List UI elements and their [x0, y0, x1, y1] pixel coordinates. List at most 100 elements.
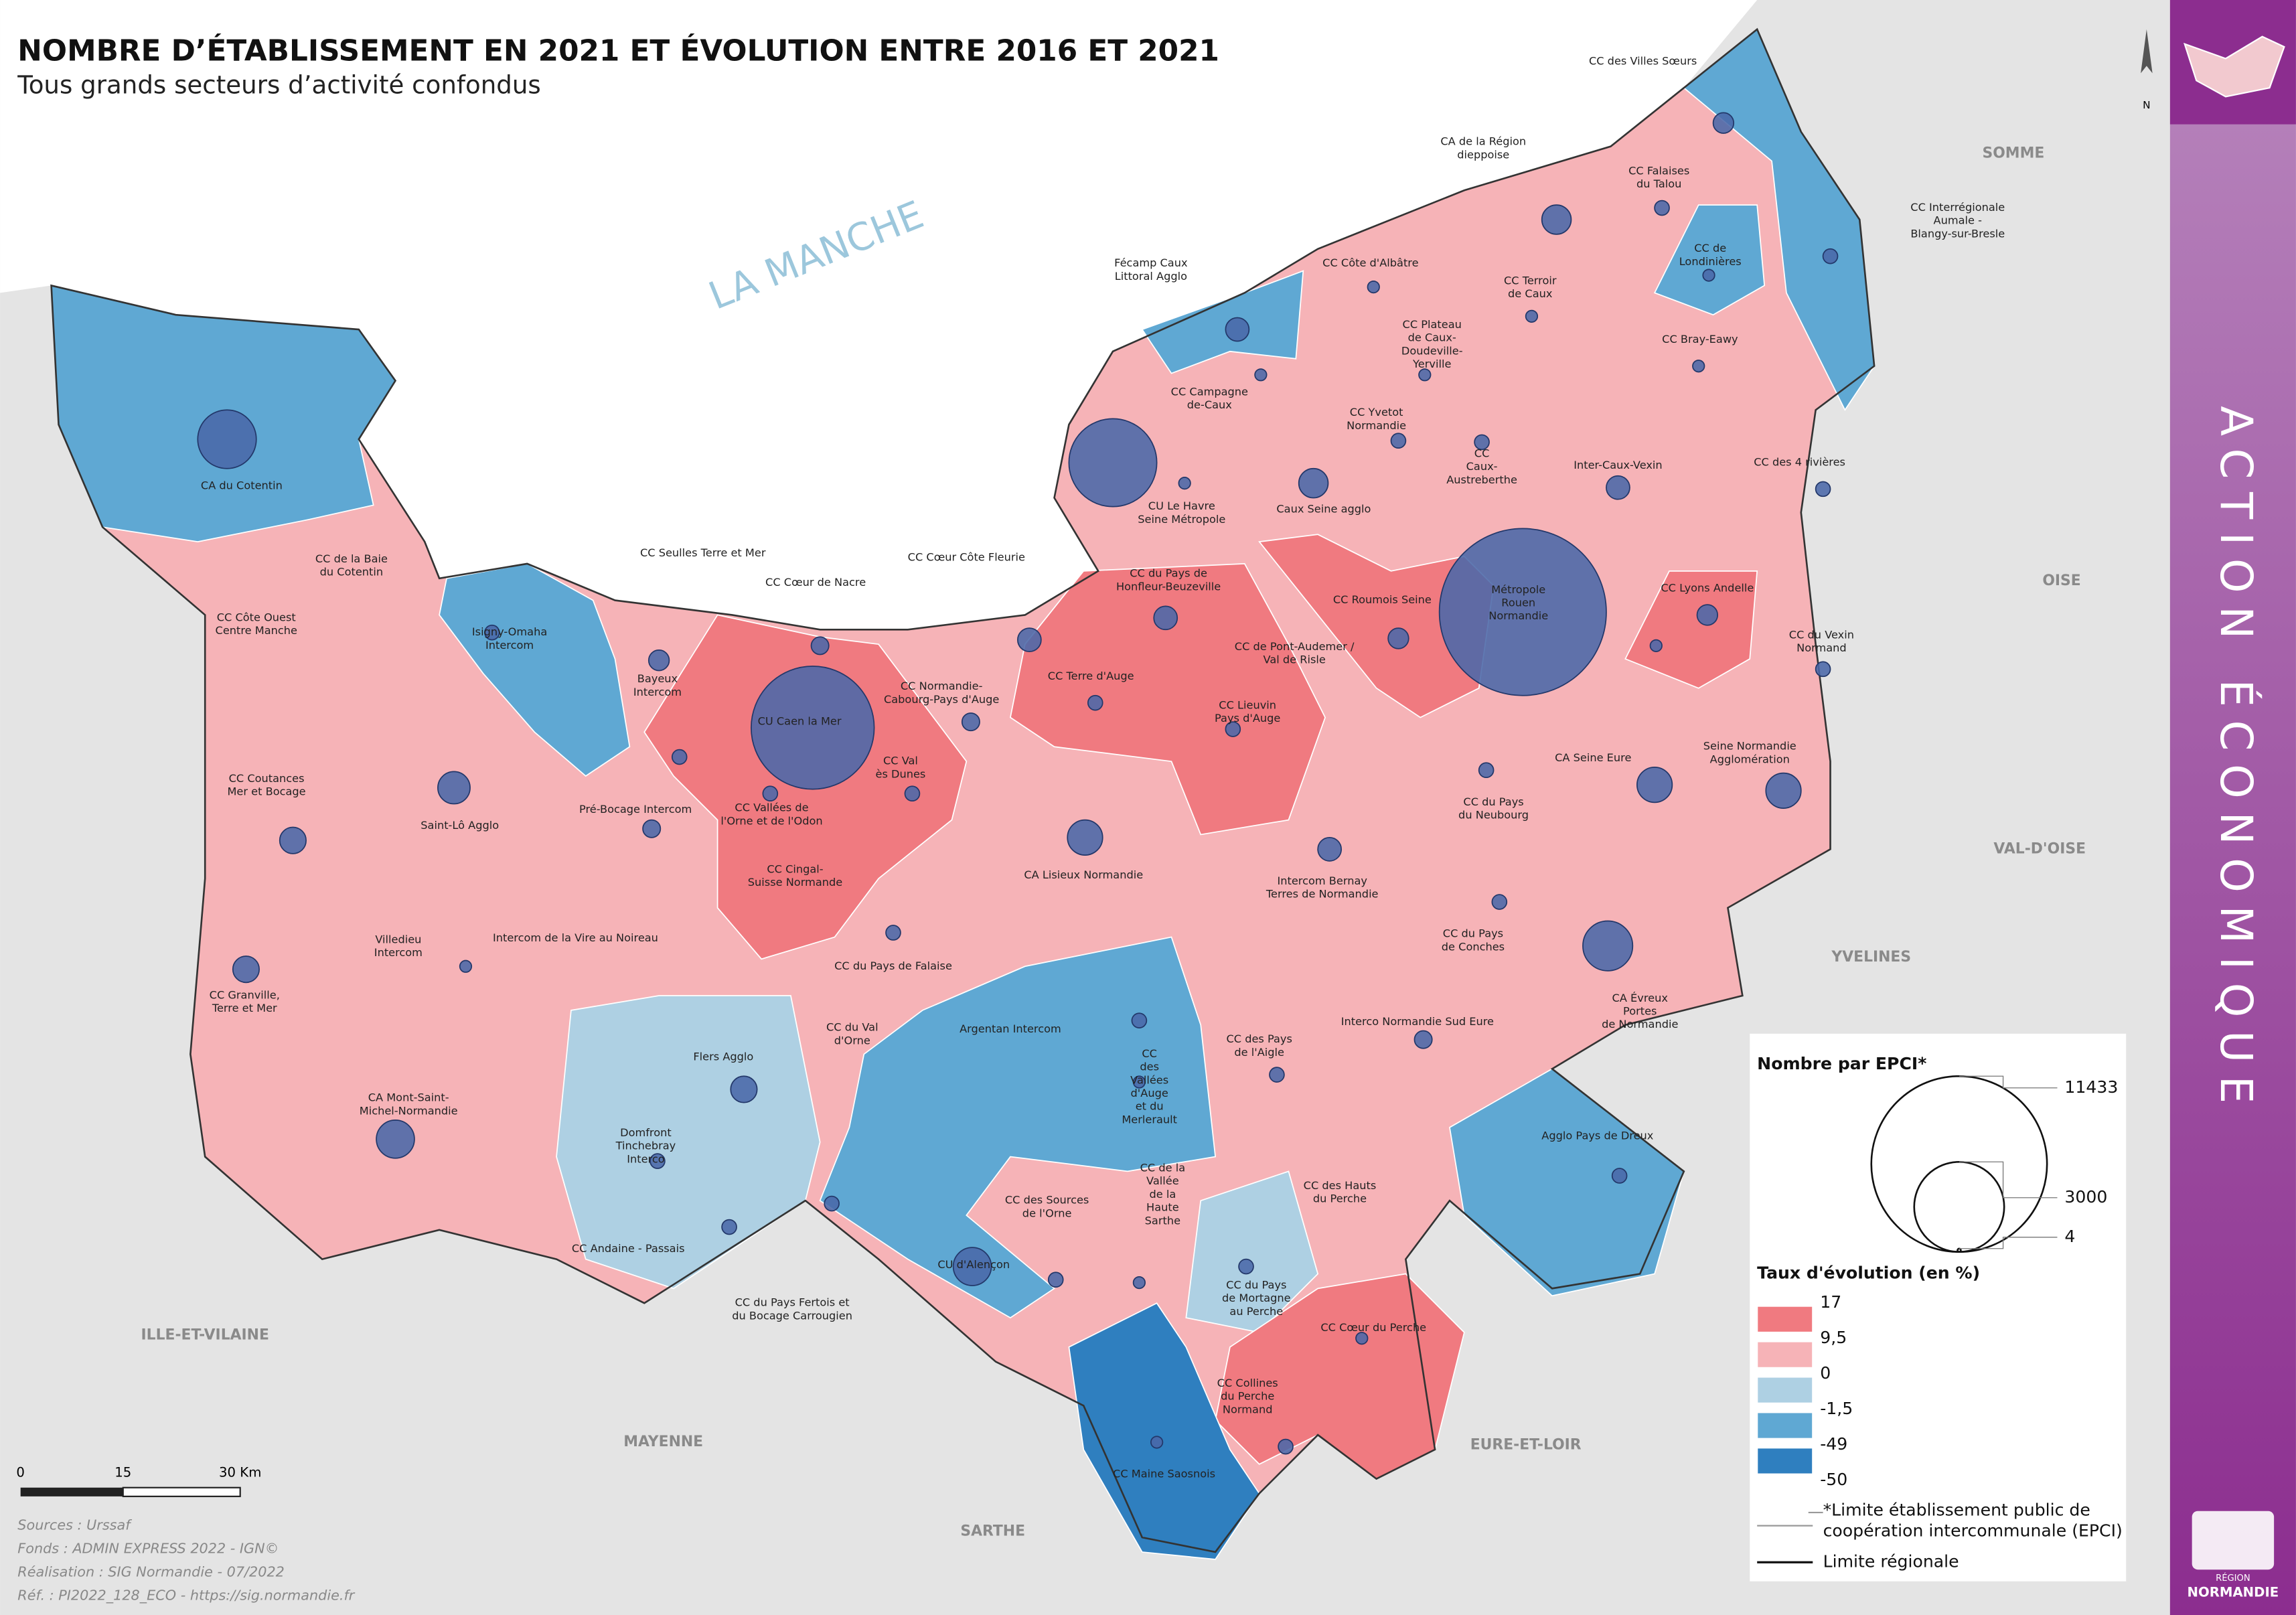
scale-label: 30 Km — [219, 1464, 261, 1480]
epci-label: Intercom — [374, 946, 423, 959]
bubble — [1132, 1075, 1146, 1089]
epci-label: de Mortagne — [1222, 1292, 1291, 1304]
neighbor-label: OISE — [2042, 572, 2080, 589]
bubble — [1765, 772, 1802, 809]
epci-label: Terres de Normandie — [1266, 888, 1379, 901]
logo-text: NORMANDIE — [2188, 1585, 2279, 1600]
epci-label: ès Dunes — [876, 767, 926, 780]
epci-label: CC des Villes Sœurs — [1589, 54, 1697, 67]
epci-label: CC du Pays de — [1130, 567, 1207, 580]
epci-label: l'Orne et de l'Odon — [720, 814, 822, 827]
bubble — [1815, 661, 1831, 678]
bubble — [279, 826, 307, 854]
legend-rate-label: -50 — [1820, 1470, 1847, 1489]
epci-label: Argentan Intercom — [960, 1022, 1061, 1035]
epci-label: CC des Pays — [1226, 1032, 1292, 1045]
epci-label: Caux- — [1466, 460, 1498, 473]
epci-label: Terre et Mer — [212, 1002, 277, 1014]
neighbor-label: SOMME — [1982, 145, 2044, 162]
epci-label: Val de Risle — [1264, 653, 1326, 666]
legend-size-label: 3000 — [2064, 1187, 2107, 1207]
epci-label: du Cotentin — [320, 566, 383, 579]
side-panel — [2169, 124, 2296, 1615]
epci-label: Blangy-sur-Bresle — [1910, 227, 2005, 240]
bubble — [1474, 434, 1490, 451]
epci-label: CC Normandie- — [901, 680, 983, 692]
epci-area — [1185, 1170, 1319, 1333]
bubble — [1017, 627, 1042, 652]
bubble — [1238, 1258, 1254, 1275]
bubble — [810, 636, 830, 656]
legend-rate-label: -49 — [1820, 1434, 1847, 1454]
legend-title: Taux d'évolution (en %) — [1757, 1263, 1980, 1282]
epci-label: Tinchebray — [615, 1140, 676, 1152]
epci-label: CC des Hauts — [1304, 1179, 1377, 1192]
legend-text: Limite régionale — [1823, 1551, 1959, 1571]
epci-label: CC Vallées de — [735, 801, 808, 814]
epci-label: CA du Cotentin — [201, 479, 283, 492]
epci-label: CA Mont-Saint- — [368, 1091, 449, 1104]
epci-label: Normand — [1223, 1403, 1273, 1415]
theme-label: ACTION ÉCONOMIQUE — [2210, 406, 2263, 1117]
bubble — [1478, 762, 1495, 779]
epci-label: Isigny-Omaha — [472, 625, 547, 638]
bubble — [730, 1075, 758, 1103]
north-arrow — [2141, 29, 2153, 74]
epci-label: Intercom de la Vire au Noireau — [493, 931, 658, 944]
epci-label: CC du Pays — [1463, 795, 1523, 808]
epci-label: CU Le Havre — [1148, 499, 1215, 512]
bubble — [1438, 528, 1607, 696]
bubble — [1225, 721, 1241, 737]
bubble — [1702, 268, 1715, 282]
bubble — [1815, 481, 1831, 497]
epci-label: Seine Métropole — [1138, 513, 1225, 526]
bubble — [1413, 1030, 1433, 1049]
epci-label: Rouen — [1501, 596, 1535, 609]
bubble — [1254, 368, 1268, 382]
bubble — [1225, 317, 1250, 342]
neighbor-label: EURE-ET-LOIR — [1470, 1436, 1582, 1453]
epci-label: CC de Pont-Audemer / — [1235, 640, 1355, 653]
bubble — [1491, 894, 1508, 910]
epci-area — [1009, 563, 1326, 836]
epci-label: Normand — [1796, 641, 1847, 654]
region-base — [51, 29, 1875, 1552]
bubble — [1696, 604, 1719, 626]
epci-label: CC Lieuvin — [1219, 699, 1276, 712]
bubble — [1636, 766, 1673, 803]
epci-label: CC Collines — [1217, 1377, 1278, 1389]
epci-label: CC Bray-Eawy — [1662, 333, 1738, 345]
epci-label: Centre Manche — [216, 624, 297, 637]
epci-area — [819, 936, 1217, 1319]
epci-label: Yerville — [1412, 358, 1451, 370]
epci-label: Bayeux — [637, 672, 678, 685]
bubble — [1269, 1067, 1285, 1083]
legend-swatch — [1756, 1376, 1814, 1404]
epci-label: de Normandie — [1602, 1018, 1678, 1030]
epci-label: du Bocage Carrougien — [732, 1309, 852, 1322]
epci-label: Sarthe — [1145, 1214, 1180, 1227]
epci-label: CU d'Alençon — [937, 1258, 1010, 1271]
epci-area — [1624, 570, 1758, 689]
bubble — [671, 749, 688, 765]
epci-label: CC du Pays — [1443, 927, 1503, 940]
epci-label: Austreberthe — [1446, 473, 1517, 486]
labels: CC des Villes Sœurs CA de la Régiondieppo… — [141, 54, 2086, 1539]
epci-label: Aumale - — [1934, 214, 1983, 227]
epci-label: Suisse Normande — [748, 876, 842, 889]
bubble — [961, 712, 980, 732]
leader-line — [1959, 1075, 2058, 1089]
leader-line — [1959, 1161, 2058, 1199]
bubble — [1153, 605, 1178, 631]
epci-label: du Talou — [1636, 177, 1681, 190]
legend-rate-label: 0 — [1820, 1363, 1831, 1383]
epci-label: CC Roumois Seine — [1333, 593, 1432, 606]
epci-label: du Perche — [1221, 1390, 1274, 1403]
epci-label: de Caux — [1508, 287, 1553, 300]
scale-bar — [20, 1487, 123, 1496]
epci-label: CC Lyons Andelle — [1661, 582, 1754, 595]
bubble — [1606, 475, 1630, 500]
epci-label: CC Seulles Terre et Mer — [640, 546, 766, 559]
epci-label: de Conches — [1442, 940, 1505, 953]
neighbor-label: SARTHE — [960, 1523, 1025, 1539]
